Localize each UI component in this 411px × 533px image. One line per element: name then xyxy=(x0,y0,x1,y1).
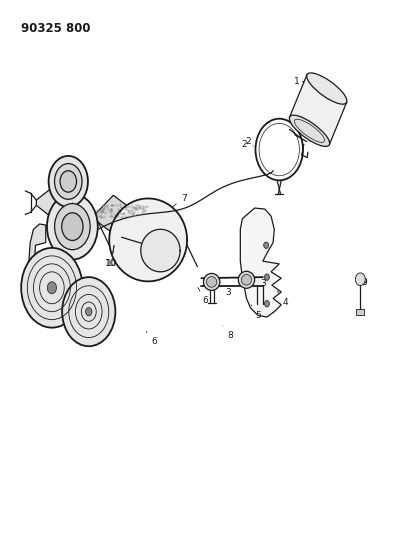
Circle shape xyxy=(265,274,269,280)
Polygon shape xyxy=(240,208,281,317)
Circle shape xyxy=(264,242,268,248)
Text: 6: 6 xyxy=(72,203,83,219)
Text: 2: 2 xyxy=(242,140,253,149)
Bar xyxy=(356,309,365,316)
Bar xyxy=(290,75,347,144)
Text: 9: 9 xyxy=(360,278,367,287)
Ellipse shape xyxy=(289,115,330,147)
Circle shape xyxy=(62,277,115,346)
Ellipse shape xyxy=(206,277,217,287)
Text: 10: 10 xyxy=(105,245,116,268)
Polygon shape xyxy=(36,188,65,217)
Circle shape xyxy=(60,171,76,192)
Text: 6: 6 xyxy=(146,332,157,346)
Text: 7: 7 xyxy=(173,194,187,206)
Circle shape xyxy=(62,213,83,240)
Circle shape xyxy=(265,301,269,307)
Circle shape xyxy=(55,204,90,249)
Circle shape xyxy=(55,164,82,199)
Ellipse shape xyxy=(241,274,252,285)
Circle shape xyxy=(21,248,83,328)
Text: 6: 6 xyxy=(198,287,208,305)
Polygon shape xyxy=(109,198,187,281)
Text: 5: 5 xyxy=(251,305,261,320)
Polygon shape xyxy=(92,195,143,240)
Polygon shape xyxy=(26,224,46,316)
Circle shape xyxy=(85,308,92,316)
Text: 4: 4 xyxy=(277,291,288,307)
Text: 3: 3 xyxy=(215,284,231,296)
Ellipse shape xyxy=(203,273,220,290)
Circle shape xyxy=(47,282,56,294)
Text: 8: 8 xyxy=(223,326,233,340)
Polygon shape xyxy=(141,229,180,272)
Text: 10: 10 xyxy=(106,246,117,268)
Text: 9: 9 xyxy=(362,278,367,287)
Text: 1: 1 xyxy=(293,77,307,92)
Text: 90325 800: 90325 800 xyxy=(21,22,91,35)
Circle shape xyxy=(48,156,88,207)
Text: 1: 1 xyxy=(301,81,309,96)
Text: 3: 3 xyxy=(254,279,266,288)
Circle shape xyxy=(356,273,365,286)
Circle shape xyxy=(47,193,98,260)
Ellipse shape xyxy=(238,271,255,288)
Text: 2: 2 xyxy=(245,136,256,146)
Ellipse shape xyxy=(307,73,347,104)
